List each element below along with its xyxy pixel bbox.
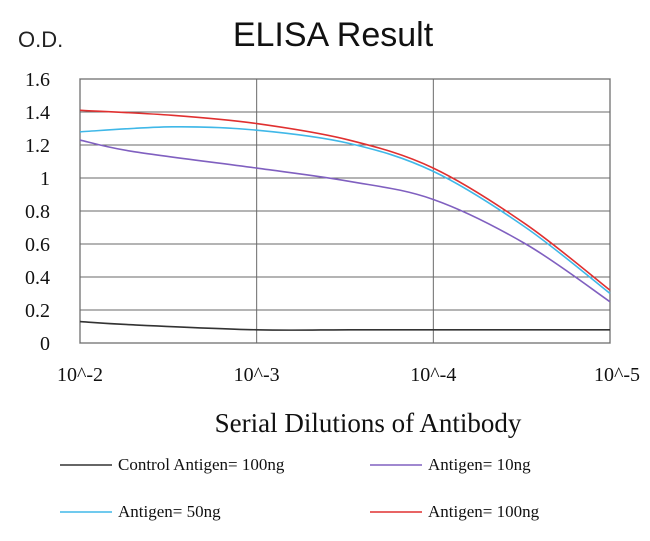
legend-label: Antigen= 50ng xyxy=(118,502,221,521)
x-tick-label: 10^-4 xyxy=(410,364,456,386)
series-line-1 xyxy=(79,139,611,303)
chart-title: ELISA Result xyxy=(233,16,434,54)
y-tick-label: 0.4 xyxy=(25,267,50,289)
y-tick-label: 0 xyxy=(40,333,50,355)
legend: Control Antigen= 100ng Antigen= 10ng Antig… xyxy=(60,455,540,521)
series-line-3 xyxy=(79,109,611,291)
y-tick-labels: 1.6 1.4 1.2 1 0.8 0.6 0.4 0.2 0 xyxy=(25,69,50,355)
legend-label: Antigen= 10ng xyxy=(428,455,531,474)
series-lines xyxy=(79,109,611,331)
y-tick-label: 1.6 xyxy=(25,69,50,91)
y-tick-label: 0.2 xyxy=(25,300,50,322)
x-tick-label: 10^-5 xyxy=(594,364,640,386)
x-axis-label: Serial Dilutions of Antibody xyxy=(215,408,522,438)
plot-grid xyxy=(79,78,611,344)
y-tick-label: 1.2 xyxy=(25,135,50,157)
series-line-0 xyxy=(79,320,610,331)
x-tick-label: 10^-3 xyxy=(234,364,280,386)
x-tick-labels: 10^-2 10^-3 10^-4 10^-5 xyxy=(57,364,640,386)
y-axis-label: O.D. xyxy=(18,27,63,52)
y-tick-label: 1 xyxy=(40,168,50,190)
y-tick-label: 1.4 xyxy=(25,102,50,124)
y-tick-label: 0.6 xyxy=(25,234,50,256)
legend-label: Control Antigen= 100ng xyxy=(118,455,285,474)
y-tick-label: 0.8 xyxy=(25,201,50,223)
series-line-2 xyxy=(79,126,611,295)
x-tick-label: 10^-2 xyxy=(57,364,103,386)
legend-label: Antigen= 100ng xyxy=(428,502,540,521)
